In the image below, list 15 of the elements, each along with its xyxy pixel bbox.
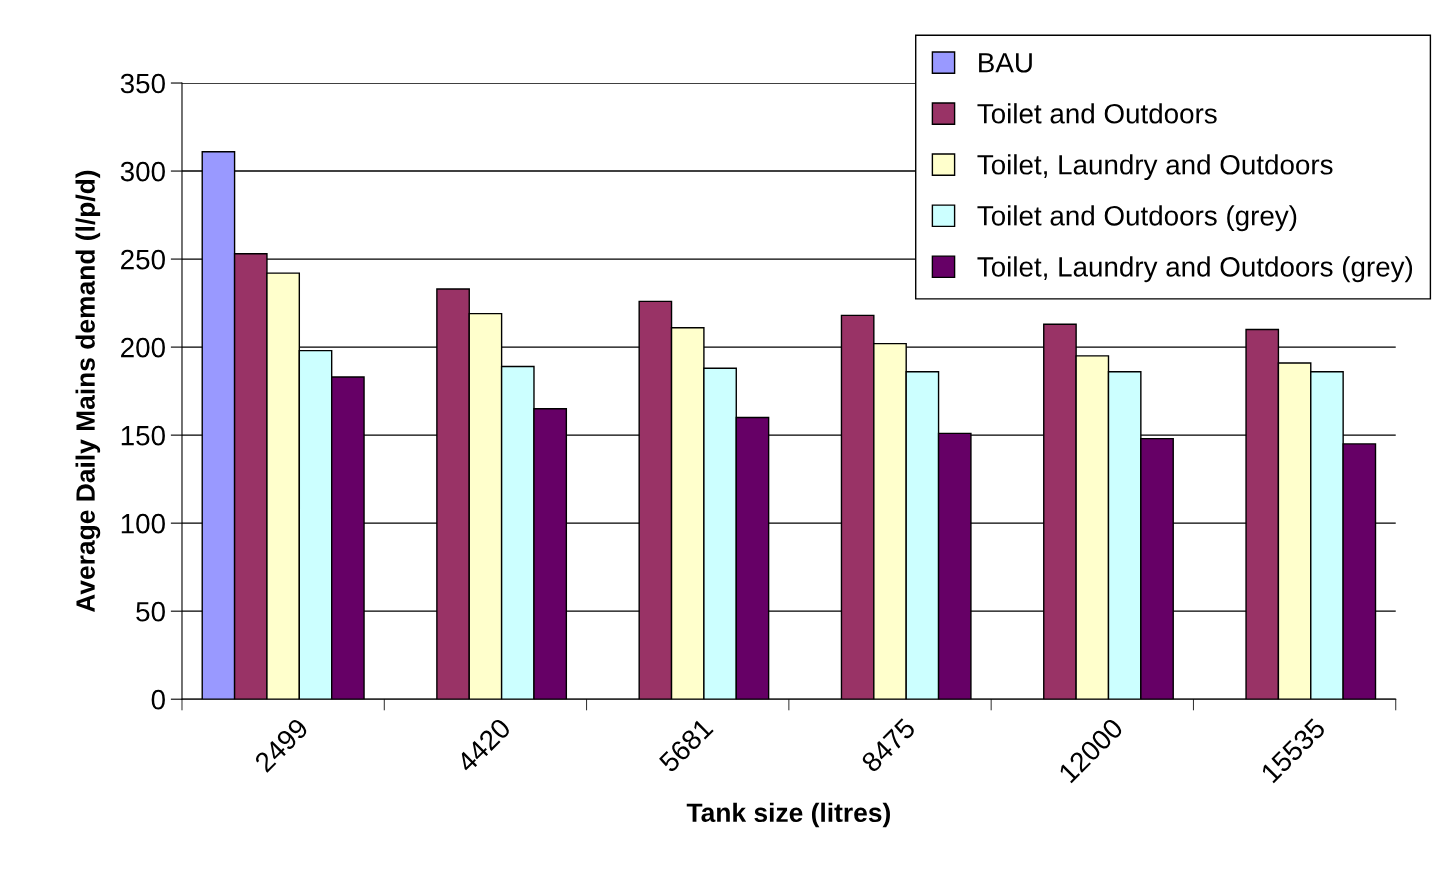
legend-label: Toilet and Outdoors (grey) — [977, 205, 1297, 232]
y-tick-label: 50 — [136, 601, 165, 622]
legend-label: Toilet and Outdoors — [977, 103, 1217, 124]
y-tick-label: 100 — [121, 513, 165, 534]
y-tick-label: 300 — [120, 161, 165, 182]
y-tick-label: 0 — [151, 689, 165, 710]
legend-label: Toilet, Laundry and Outdoors (grey) — [977, 256, 1413, 283]
x-axis-title: Tank size (litres) — [686, 802, 890, 828]
y-tick-label: 350 — [120, 73, 165, 94]
legend-label: Toilet, Laundry and Outdoors — [977, 154, 1333, 181]
y-tick-label: 150 — [121, 425, 165, 446]
y-axis-title: Average Daily Mains demand (l/p/d) — [75, 170, 101, 613]
legend-label: BAU — [979, 53, 1032, 73]
y-tick-label: 250 — [121, 249, 165, 270]
y-tick-label: 200 — [121, 337, 165, 358]
